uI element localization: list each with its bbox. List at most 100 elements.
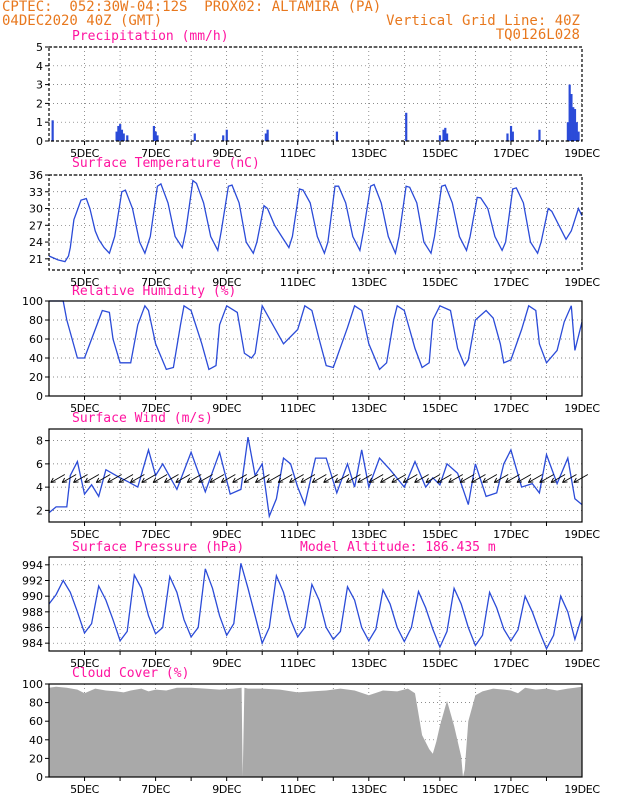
wind-arrow <box>232 474 247 483</box>
precipitation-ytick-label: 0 <box>36 135 43 148</box>
precip-bar <box>570 94 573 141</box>
precipitation-date-label: 11DEC <box>280 147 316 160</box>
precip-bar <box>511 131 514 141</box>
wind-arrow-head <box>62 481 68 483</box>
temperature-date-label: 7DEC <box>141 276 171 289</box>
temperature-ytick-label: 33 <box>29 186 43 199</box>
wind-arrow-head <box>220 477 225 483</box>
wind-arrow <box>96 474 111 483</box>
wind-arrow-head <box>84 477 88 483</box>
wind-arrow-head <box>448 481 454 483</box>
cloud-date-label: 7DEC <box>141 783 171 796</box>
precip-bar <box>509 125 513 141</box>
wind-arrow-head <box>380 481 386 483</box>
pressure-frame <box>48 556 583 652</box>
wind-frame <box>48 428 583 523</box>
precipitation-title: Precipitation (mm/h) <box>72 29 229 44</box>
wind-arrow-head <box>369 481 375 483</box>
wind-arrow <box>107 474 122 483</box>
wind-arrow-head <box>50 477 54 483</box>
humidity-ytick-label: 60 <box>29 333 43 346</box>
precip-bar <box>568 84 571 141</box>
wind-arrow-head <box>357 477 361 483</box>
wind-ytick-label: 6 <box>36 458 43 471</box>
precip-bar <box>115 131 118 141</box>
temperature-date-label: 9DEC <box>212 276 242 289</box>
precip-bar <box>225 129 228 141</box>
precip-bar <box>122 133 125 141</box>
wind-arrow-head <box>471 477 475 483</box>
wind-arrow-head <box>277 477 282 483</box>
wind-date-label: 5DEC <box>70 528 100 541</box>
wind-arrow-head <box>243 477 247 483</box>
wind-arrow <box>141 474 156 483</box>
wind-arrow-head <box>278 481 284 483</box>
model-altitude-label: Model Altitude: 186.435 m <box>300 540 496 555</box>
humidity-date-label: 15DEC <box>422 402 458 415</box>
wind-arrow-head <box>300 481 306 483</box>
humidity-date-label: 7DEC <box>141 402 171 415</box>
humidity-ytick-label: 0 <box>36 390 43 403</box>
wind-arrow-head <box>505 481 511 483</box>
wind-date-label: 17DEC <box>493 528 529 541</box>
pressure-series-line <box>48 563 583 651</box>
cloud-date-label: 5DEC <box>70 783 100 796</box>
humidity-ytick-label: 20 <box>29 371 43 384</box>
cloud-ytick-label: 40 <box>29 734 43 747</box>
wind-ytick-label: 4 <box>36 481 43 494</box>
humidity-ytick-label: 40 <box>29 352 43 365</box>
wind-ytick-label: 2 <box>36 504 43 517</box>
wind-arrow <box>84 474 100 483</box>
wind-date-label: 13DEC <box>351 528 387 541</box>
precipitation-ytick-label: 1 <box>36 116 43 129</box>
pressure-ytick-label: 990 <box>22 590 43 603</box>
wind-arrow <box>277 474 293 483</box>
temperature-frame <box>48 174 583 271</box>
wind-arrow <box>255 474 270 483</box>
wind-arrow <box>368 474 384 483</box>
wind-arrow-head <box>346 477 350 483</box>
precip-bar <box>156 135 159 141</box>
wind-arrow-head <box>573 481 579 483</box>
wind-arrow <box>471 474 486 483</box>
pressure-date-label: 5DEC <box>70 657 100 670</box>
temperature-ytick-label: 36 <box>29 169 43 182</box>
wind-arrow-head <box>244 481 250 483</box>
pressure-date-label: 13DEC <box>351 657 387 670</box>
wind-arrow-head <box>414 477 418 483</box>
wind-arrow-head <box>460 481 466 483</box>
wind-arrow-head <box>323 481 329 483</box>
wind-arrow <box>425 474 441 483</box>
cloud-date-label: 15DEC <box>422 783 458 796</box>
precip-bar <box>222 135 225 141</box>
humidity-date-label: 9DEC <box>212 402 242 415</box>
wind-arrow-head <box>528 481 534 483</box>
wind-arrow-head <box>187 481 193 483</box>
pressure-date-label: 15DEC <box>422 657 458 670</box>
wind-arrow-head <box>198 477 202 483</box>
pressure-date-label: 19DEC <box>564 657 600 670</box>
precip-bar <box>575 122 578 141</box>
wind-arrow-head <box>505 477 509 483</box>
wind-arrow-head <box>141 481 147 483</box>
precipitation-date-label: 17DEC <box>493 147 529 160</box>
wind-arrow-head <box>346 481 352 483</box>
pressure-date-label: 9DEC <box>212 657 242 670</box>
header-station: CPTEC: 052:30W-04:12S PROX02: ALTAMIRA (… <box>2 0 382 15</box>
wind-date-label: 9DEC <box>212 528 242 541</box>
pressure-ytick-label: 986 <box>22 622 43 635</box>
wind-arrow-head <box>425 477 429 483</box>
wind-arrow-head <box>164 481 170 483</box>
wind-arrow-head <box>551 481 557 483</box>
wind-arrow-head <box>414 481 420 483</box>
wind-arrow-head <box>266 477 270 483</box>
wind-arrow <box>300 474 316 483</box>
precip-bar <box>506 133 509 141</box>
precip-bar <box>445 133 449 141</box>
cloud-ytick-label: 80 <box>29 697 43 710</box>
wind-title: Surface Wind (m/s) <box>72 411 213 426</box>
wind-arrow <box>459 474 475 483</box>
temperature-date-label: 19DEC <box>564 276 600 289</box>
pressure-ytick-label: 992 <box>22 575 43 588</box>
pressure-ytick-label: 994 <box>22 559 43 572</box>
